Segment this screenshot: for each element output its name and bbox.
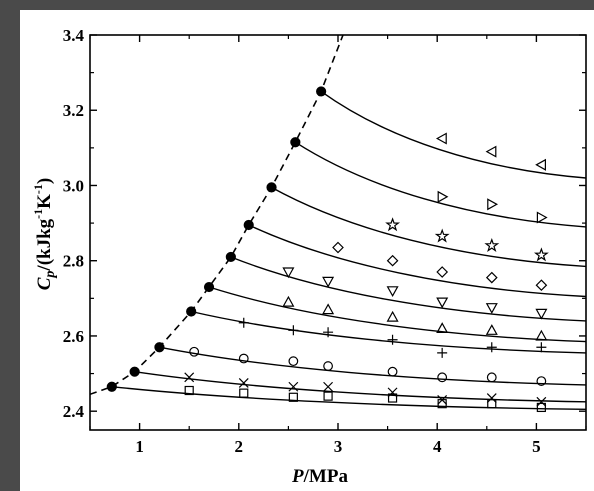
isotherm-5-point-3 — [386, 310, 399, 322]
isotherm-10-point-1 — [435, 132, 447, 145]
saturation-point-4 — [186, 306, 197, 317]
isotherm-curve-7 — [248, 224, 586, 298]
isotherm-4-point-6 — [486, 342, 497, 353]
isotherm-1-point-1 — [184, 385, 194, 396]
isotherm-5-point-5 — [485, 324, 498, 335]
isotherm-2-point-5 — [387, 387, 398, 398]
isotherm-1-point-8 — [536, 402, 546, 413]
saturation-point-10 — [316, 86, 327, 97]
x-tick-label-3: 3 — [334, 437, 343, 456]
y-tick-label-5: 3.4 — [63, 26, 85, 45]
isotherm-7-point-4 — [485, 271, 498, 284]
isotherm-6-point-6 — [535, 308, 548, 320]
saturation-point-3 — [154, 342, 165, 353]
isotherm-8-point-3 — [484, 237, 500, 252]
x-tick-label-5: 5 — [532, 437, 541, 456]
isotherm-4-point-4 — [387, 334, 398, 345]
y-tick-label-0: 2.4 — [63, 402, 85, 421]
isotherm-10-point-3 — [535, 158, 547, 171]
isotherm-2-point-6 — [437, 394, 448, 405]
isotherm-2-point-3 — [288, 381, 299, 392]
saturation-point-1 — [106, 381, 117, 392]
isotherm-3-point-5 — [387, 366, 398, 377]
isotherm-5-point-6 — [535, 329, 548, 341]
isotherm-curve-6 — [230, 256, 586, 322]
isotherm-curve-5 — [208, 286, 586, 343]
isotherm-10-point-2 — [485, 145, 497, 158]
x-tick-label-1: 1 — [135, 437, 144, 456]
isotherm-3-point-4 — [323, 361, 333, 371]
isotherm-3-point-2 — [238, 353, 249, 364]
isotherm-7-point-2 — [386, 254, 399, 267]
isotherm-4-point-1 — [238, 317, 249, 328]
isotherm-7-point-3 — [436, 266, 449, 278]
x-axis-title: P/MPa — [291, 466, 348, 487]
isotherm-9-point-3 — [536, 211, 548, 224]
plot-frame — [89, 34, 587, 431]
plot-area — [90, 35, 586, 413]
isotherm-1-point-3 — [288, 392, 298, 402]
isotherm-2-point-8 — [536, 396, 547, 407]
y-tick-label-2: 2.8 — [63, 252, 84, 271]
cp-vs-pressure-chart: 1 2 3 4 5 2.4 2.6 2.8 3.0 3.2 3.4 P/MPa Cp/(kJkg-1… — [31, 26, 587, 487]
isotherm-8-point-2 — [434, 228, 450, 243]
isotherm-6-point-3 — [386, 286, 399, 298]
isotherm-5-point-1 — [282, 295, 295, 307]
isotherm-1-point-4 — [323, 391, 333, 401]
isotherm-9-point-2 — [487, 198, 499, 211]
saturation-point-7 — [243, 219, 254, 231]
isotherm-9-point-1 — [437, 190, 449, 203]
isotherm-curve-2 — [134, 371, 586, 403]
isotherm-3-point-3 — [288, 356, 299, 367]
saturation-point-9 — [290, 137, 301, 148]
y-tick-label-3: 3.0 — [63, 176, 84, 195]
axes: 1 2 3 4 5 2.4 2.6 2.8 3.0 3.2 3.4 — [63, 26, 587, 456]
y-tick-label-1: 2.6 — [63, 327, 84, 346]
isotherm-6-point-1 — [282, 267, 295, 279]
isotherm-6-point-4 — [436, 297, 449, 309]
x-tick-label-2: 2 — [235, 437, 244, 456]
isotherm-3-point-1 — [189, 346, 200, 357]
isotherm-5-point-4 — [436, 322, 449, 333]
isotherm-4-point-5 — [437, 347, 448, 358]
saturation-point-8 — [266, 182, 277, 193]
saturation-curve — [90, 35, 344, 396]
saturation-point-6 — [225, 251, 236, 263]
isotherm-2-point-4 — [323, 381, 334, 392]
chart-panel: 1 2 3 4 5 2.4 2.6 2.8 3.0 3.2 3.4 P/MPa Cp/(kJkg-1… — [20, 10, 594, 491]
x-tick-label-4: 4 — [433, 437, 442, 456]
isotherm-2-point-1 — [184, 372, 195, 383]
isotherm-2-point-2 — [238, 378, 249, 388]
isotherm-curve-4 — [191, 310, 586, 354]
isotherm-4-point-2 — [288, 325, 299, 336]
isotherm-curve-10 — [320, 90, 586, 179]
isotherm-curve-3 — [159, 346, 586, 386]
y-tick-label-4: 3.2 — [63, 101, 84, 120]
isotherm-curve-1 — [111, 386, 586, 410]
isotherm-3-point-6 — [437, 372, 448, 383]
isotherm-6-point-5 — [485, 303, 498, 314]
isotherm-2-point-7 — [486, 393, 497, 403]
isotherm-7-point-1 — [332, 241, 344, 254]
isotherm-curve-9 — [294, 141, 586, 228]
isotherm-1-point-2 — [239, 388, 249, 398]
isotherm-8-point-4 — [533, 247, 549, 262]
isotherm-4-point-7 — [536, 342, 547, 353]
isotherm-8-point-1 — [385, 217, 401, 232]
isotherm-curve-8 — [271, 186, 586, 268]
saturation-point-2 — [129, 366, 140, 377]
isotherm-1-point-5 — [387, 393, 398, 403]
y-axis-title: Cp/(kJkg-1K-1) — [31, 178, 58, 291]
isotherm-6-point-2 — [322, 276, 335, 288]
isotherm-4-point-3 — [323, 327, 334, 338]
isotherm-7-point-5 — [535, 279, 548, 292]
isotherm-3-point-8 — [536, 376, 547, 386]
isotherm-5-point-2 — [322, 303, 335, 315]
isotherm-3-point-7 — [486, 372, 497, 383]
saturation-point-5 — [203, 281, 215, 293]
